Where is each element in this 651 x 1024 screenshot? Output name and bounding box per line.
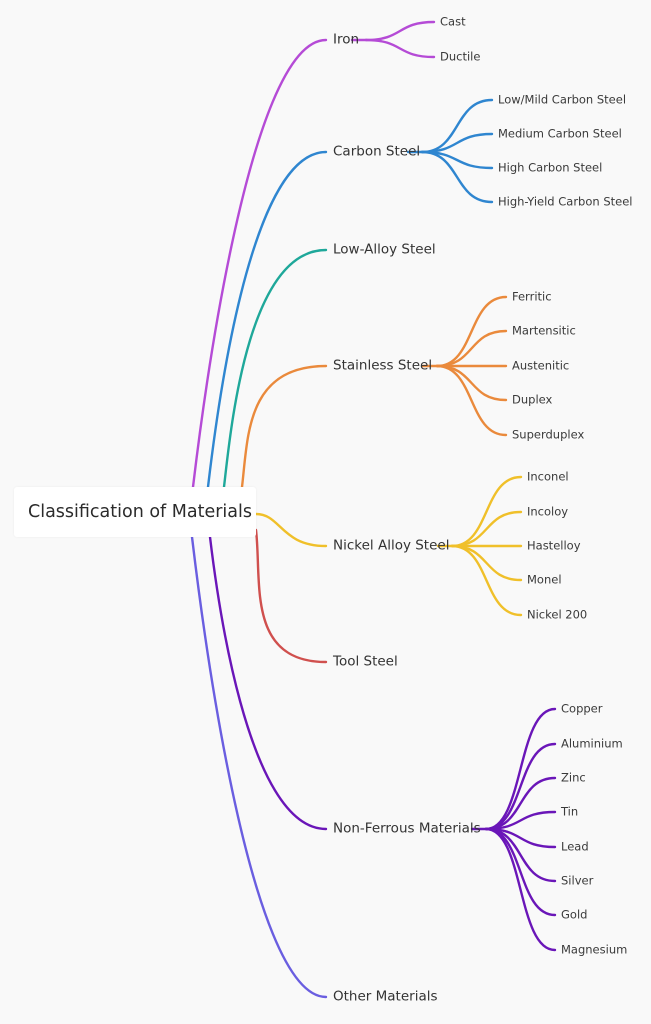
leaf-connector-inconel: [450, 475, 523, 548]
branch-connector-low-alloy-steel: [222, 248, 328, 489]
leaf-connector-zinc: [484, 776, 557, 831]
leaf-copper[interactable]: Copper: [561, 701, 603, 716]
leaf-connector-ductile: [364, 38, 436, 59]
leaf-austenitic[interactable]: Austenitic: [512, 358, 570, 373]
leaf-nickel-200[interactable]: Nickel 200: [527, 607, 588, 622]
branch-non-ferrous-materials[interactable]: Non-Ferrous Materials: [333, 820, 481, 837]
leaf-martensitic[interactable]: Martensitic: [512, 323, 576, 338]
leaf-monel[interactable]: Monel: [527, 572, 562, 587]
branch-low-alloy-steel[interactable]: Low-Alloy Steel: [333, 241, 436, 258]
branch-tool-steel[interactable]: Tool Steel: [333, 653, 398, 670]
leaf-hastelloy[interactable]: Hastelloy: [527, 538, 581, 553]
leaf-gold[interactable]: Gold: [561, 907, 588, 922]
leaf-connector-gold: [484, 827, 557, 917]
leaf-connector-aluminium: [484, 742, 557, 831]
branch-connector-other-materials: [190, 535, 328, 999]
leaf-low-mild-carbon-steel[interactable]: Low/Mild Carbon Steel: [498, 92, 627, 107]
leaf-connector-nickel-200: [450, 544, 523, 617]
leaf-connector-cast: [364, 20, 436, 42]
branch-connector-carbon-steel: [206, 150, 328, 489]
branch-stainless-steel[interactable]: Stainless Steel: [333, 357, 433, 374]
leaf-ductile[interactable]: Ductile: [440, 49, 481, 64]
leaf-connector-high-yield-carbon-steel: [420, 150, 494, 204]
leaf-magnesium[interactable]: Magnesium: [561, 942, 628, 957]
root-label: Classification of Materials: [28, 502, 252, 522]
leaf-connector-magnesium: [484, 827, 557, 952]
leaf-tin[interactable]: Tin: [561, 804, 579, 819]
leaf-cast[interactable]: Cast: [440, 14, 466, 29]
branch-nickel-alloy-steel[interactable]: Nickel Alloy Steel: [333, 537, 450, 554]
leaf-connector-martensitic: [435, 329, 508, 368]
leaf-connector-duplex: [435, 364, 508, 402]
branch-iron[interactable]: Iron: [333, 31, 360, 48]
branch-connector-iron: [191, 38, 328, 489]
leaf-silver[interactable]: Silver: [561, 873, 594, 888]
branch-connector-stainless-steel: [240, 364, 328, 489]
leaf-high-carbon-steel[interactable]: High Carbon Steel: [498, 160, 603, 175]
leaf-connector-superduplex: [435, 364, 508, 437]
leaf-zinc[interactable]: Zinc: [561, 770, 586, 785]
leaf-medium-carbon-steel[interactable]: Medium Carbon Steel: [498, 126, 622, 141]
leaf-superduplex[interactable]: Superduplex: [512, 427, 585, 442]
leaf-incoloy[interactable]: Incoloy: [527, 504, 569, 519]
branch-other-materials[interactable]: Other Materials: [333, 988, 438, 1005]
leaf-duplex[interactable]: Duplex: [512, 392, 553, 407]
leaf-ferritic[interactable]: Ferritic: [512, 289, 552, 304]
leaf-connector-ferritic: [435, 295, 508, 368]
branch-carbon-steel[interactable]: Carbon Steel: [333, 143, 421, 160]
leaf-connector-copper: [484, 707, 557, 831]
branch-connector-non-ferrous-materials: [208, 535, 328, 831]
root-node[interactable]: Classification of Materials: [14, 487, 256, 537]
branch-connector-tool-steel: [254, 528, 328, 664]
leaf-connector-monel: [450, 544, 523, 582]
leaf-connector-incoloy: [450, 510, 523, 548]
leaf-aluminium[interactable]: Aluminium: [561, 736, 623, 751]
leaf-lead[interactable]: Lead: [561, 839, 589, 854]
branch-connector-nickel-alloy-steel: [254, 512, 328, 548]
leaf-connector-low-mild-carbon-steel: [420, 98, 494, 154]
leaf-inconel[interactable]: Inconel: [527, 469, 569, 484]
leaf-high-yield-carbon-steel[interactable]: High-Yield Carbon Steel: [498, 194, 633, 209]
